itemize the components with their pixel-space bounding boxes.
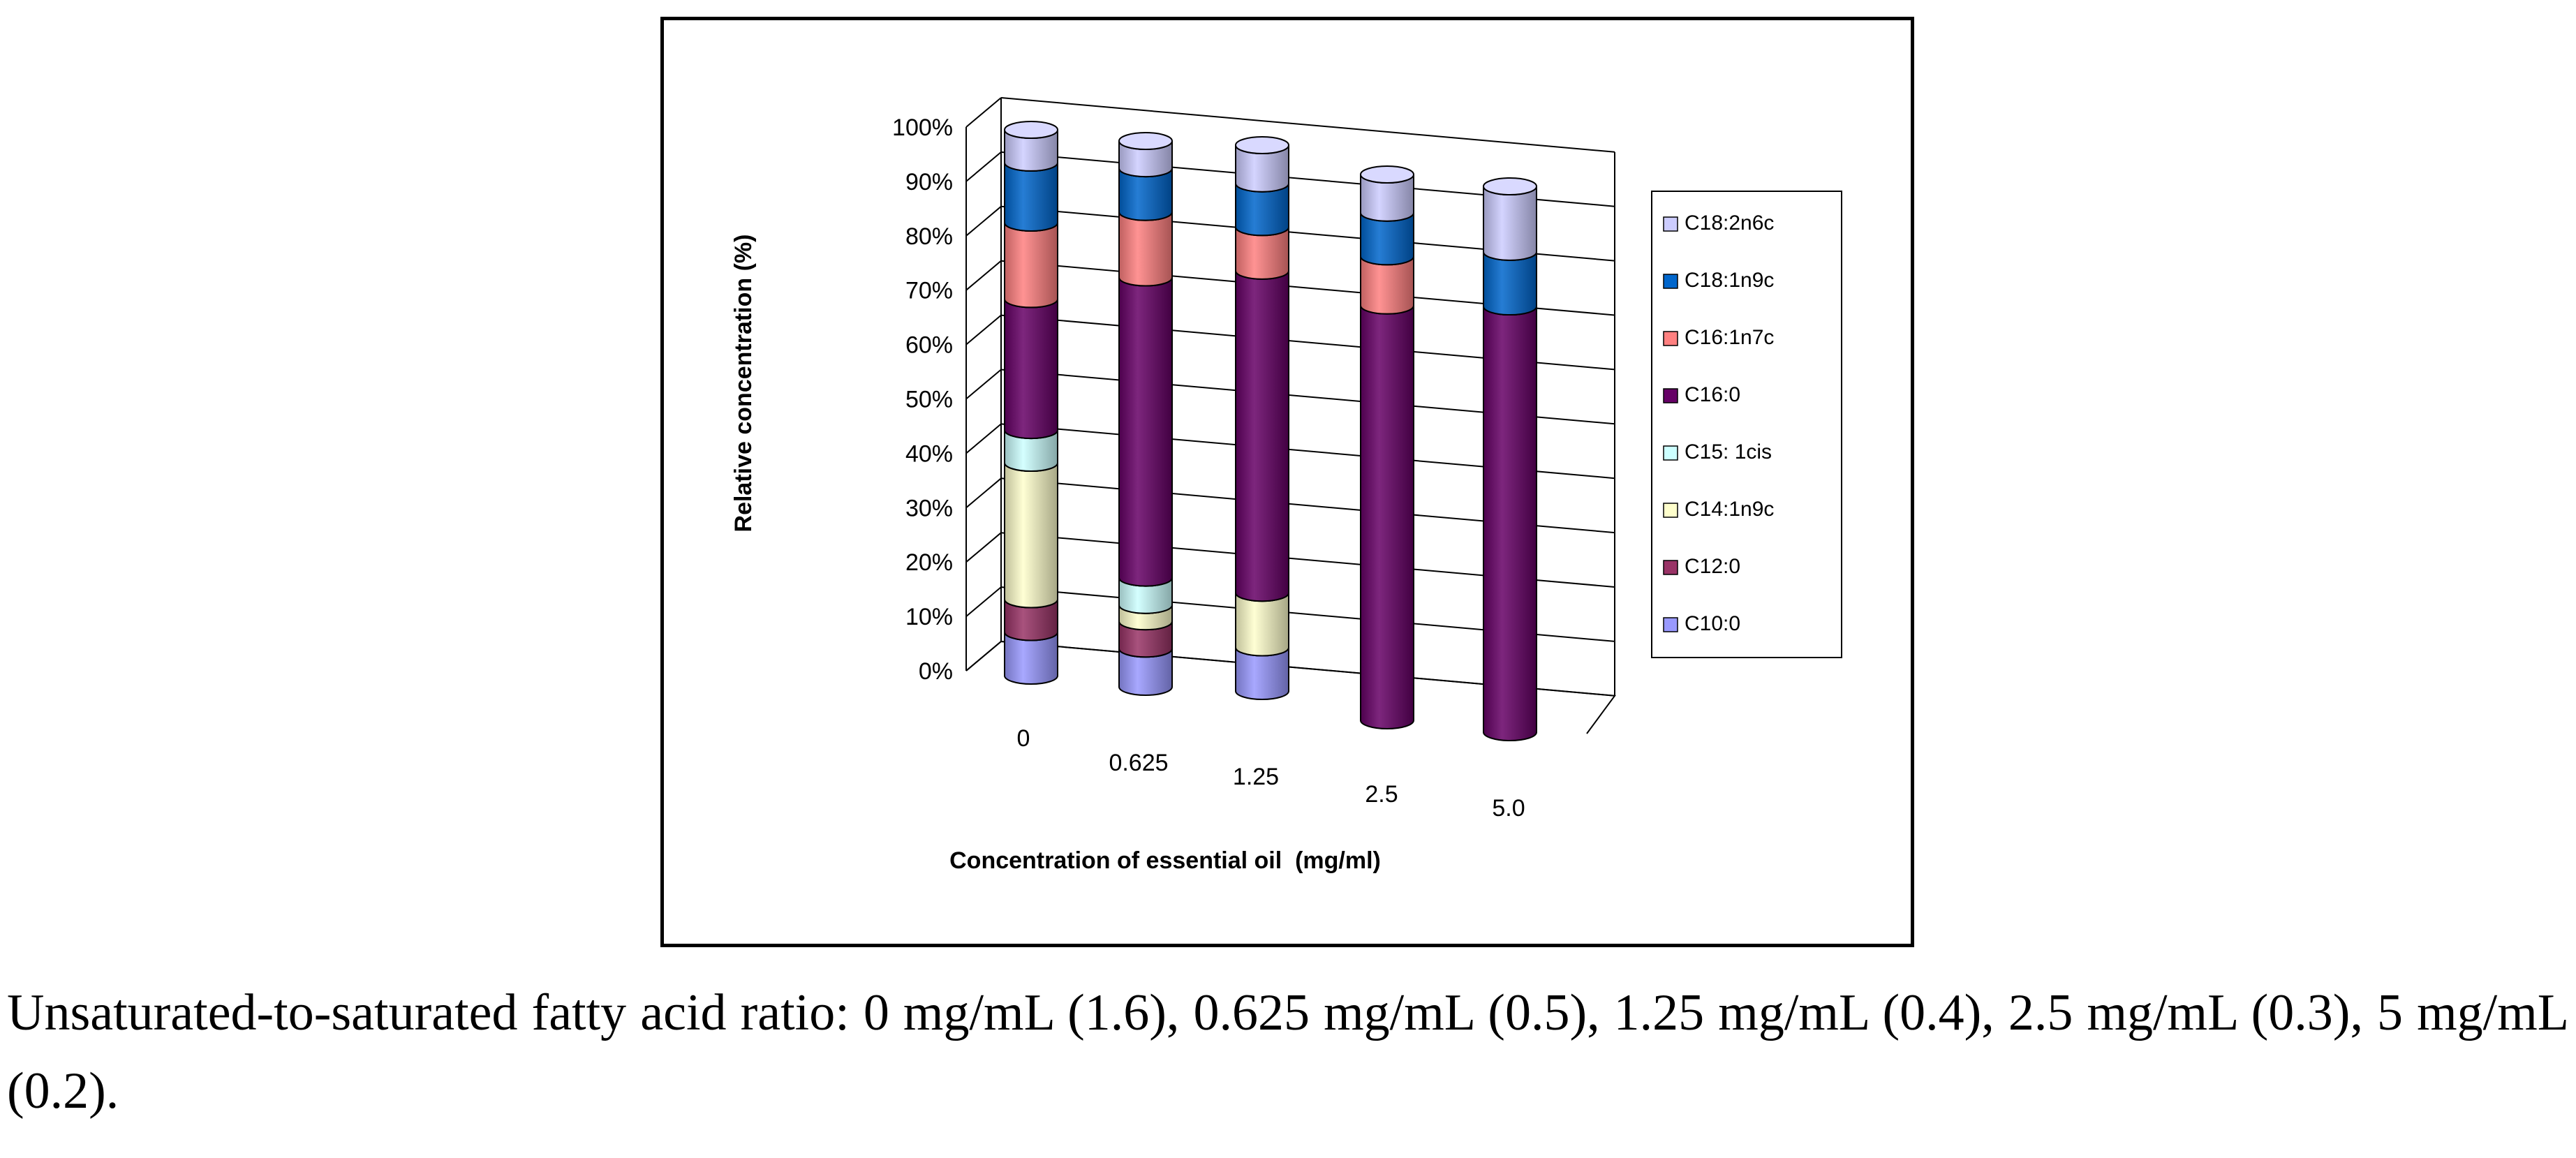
bar-segment-C181n9c-0 (1004, 162, 1058, 232)
legend-swatch (1663, 445, 1678, 461)
legend-swatch (1663, 274, 1678, 289)
legend-item-C181n9c: C18:1n9c (1663, 269, 1774, 292)
gridline-left (965, 369, 1002, 400)
x-tick-labels: 0 0.625 1.25 2.5 5.0 (1017, 725, 1525, 822)
cylinder-5.0 (1483, 177, 1537, 741)
cylinder-top (1004, 121, 1058, 139)
gridline-left (965, 423, 1002, 454)
bar-segment-C141n9c-0 (1004, 462, 1058, 609)
y-tick-label: 0% (919, 658, 953, 685)
y-tick-label: 50% (905, 387, 953, 413)
legend-swatch (1663, 560, 1678, 575)
bar-segment-C182n6c-5.0 (1483, 186, 1537, 261)
legend-label: C14:1n9c (1685, 498, 1774, 521)
cylinder-top (1118, 132, 1173, 150)
cylinder-1.25 (1235, 136, 1289, 700)
legend-label: C12:0 (1685, 555, 1740, 578)
legend-item-C141n9c: C14:1n9c (1663, 498, 1774, 521)
gridline-left (965, 314, 1002, 346)
bar-segment-C160-0.625 (1118, 277, 1173, 587)
bar-segment-C161n7c-0.625 (1118, 211, 1173, 287)
axes (965, 98, 1616, 734)
legend-item-C120: C12:0 (1663, 555, 1740, 578)
cylinder-top (1235, 136, 1289, 154)
legend-label: C18:2n6c (1685, 211, 1774, 235)
legend-swatch (1663, 331, 1678, 346)
gridline-left (965, 97, 1002, 128)
y-tick-label: 40% (905, 440, 953, 467)
y-tick-labels: 0% 10% 20% 30% 40% 50% 60% 70% 80% 90% 100% (892, 114, 953, 685)
bar-cylinders (1004, 121, 1537, 741)
legend-swatch (1663, 388, 1678, 403)
y-tick-label: 60% (905, 332, 953, 359)
floor (965, 640, 1616, 734)
gridline-left (965, 260, 1002, 291)
gridline-left (965, 477, 1002, 509)
cylinder-top (1483, 177, 1537, 195)
gridline-left (965, 586, 1002, 617)
legend-swatch (1663, 503, 1678, 518)
legend-swatch (1663, 617, 1678, 632)
bar-segment-C161n7c-0 (1004, 222, 1058, 309)
x-axis-label: Concentration of essential oil (mg/ml) (949, 847, 1381, 874)
gridline-left (965, 532, 1002, 563)
y-tick-label: 70% (905, 278, 953, 304)
legend-label: C18:1n9c (1685, 269, 1774, 292)
x-tick-label: 0 (1017, 725, 1030, 752)
figure-frame: 0% 10% 20% 30% 40% 50% 60% 70% 80% 90% 100% 0 0.625… (660, 17, 1914, 947)
y-tick-label: 80% (905, 223, 953, 250)
bar-segment-C160-1.25 (1235, 270, 1289, 602)
bar-segment-C141n9c-1.25 (1235, 593, 1289, 657)
bar-segment-C160-2.5 (1360, 305, 1414, 729)
legend-item-C100: C10:0 (1663, 612, 1740, 635)
legend-label: C16:1n7c (1685, 326, 1774, 349)
gridline-left (965, 151, 1002, 182)
legend-label: C10:0 (1685, 612, 1740, 635)
y-tick-label: 90% (905, 169, 953, 195)
legend-box (1651, 191, 1842, 658)
legend-swatch (1663, 216, 1678, 232)
y-tick-label: 100% (892, 114, 953, 141)
gridline-left (965, 206, 1002, 237)
x-tick-label: 5.0 (1492, 795, 1525, 822)
legend-item-C160: C16:0 (1663, 383, 1740, 406)
x-tick-label: 1.25 (1233, 764, 1279, 790)
cylinder-0.625 (1118, 132, 1173, 696)
figure-caption: Unsaturated-to-saturated fatty acid rati… (7, 984, 2569, 1120)
y-tick-label: 10% (905, 604, 953, 630)
chart: 0% 10% 20% 30% 40% 50% 60% 70% 80% 90% 100% 0 0.625… (730, 97, 1842, 874)
y-axis-label: Relative concentration (%) (730, 235, 757, 533)
x-tick-label: 2.5 (1365, 781, 1398, 808)
legend-label: C16:0 (1685, 383, 1740, 406)
legend-item-C161n7c: C16:1n7c (1663, 326, 1774, 349)
cylinder-2.5 (1360, 165, 1414, 729)
y-tick-label: 30% (905, 495, 953, 521)
x-tick-label: 0.625 (1109, 750, 1168, 776)
y-tick-label: 20% (905, 549, 953, 576)
bar-segment-C160-0 (1004, 299, 1058, 440)
legend-item-C182n6c: C18:2n6c (1663, 211, 1774, 235)
cylinder-top (1360, 165, 1414, 184)
bar-segment-C160-5.0 (1483, 306, 1537, 741)
bar-segment-C181n9c-5.0 (1483, 251, 1537, 316)
legend-label: C15: 1cis (1685, 440, 1772, 463)
gridline-back (1000, 97, 1615, 153)
legend: C18:2n6c C18:1n9c C16:1n7c C16:0 C15: 1cis C1… (1651, 191, 1842, 658)
cylinder-0 (1004, 121, 1058, 685)
legend-item-C151cis: C15: 1cis (1663, 440, 1772, 463)
